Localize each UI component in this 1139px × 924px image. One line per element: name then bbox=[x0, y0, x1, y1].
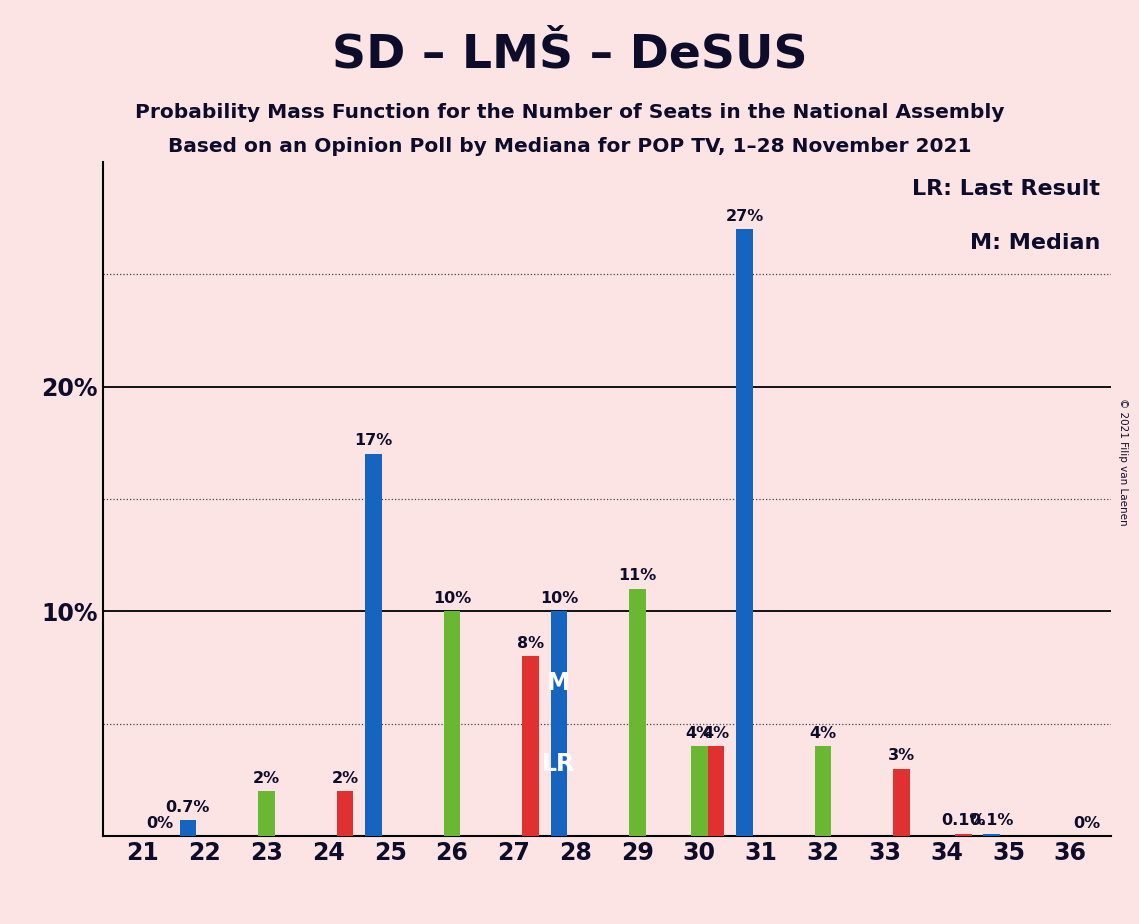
Text: 17%: 17% bbox=[354, 433, 393, 448]
Text: Probability Mass Function for the Number of Seats in the National Assembly: Probability Mass Function for the Number… bbox=[134, 103, 1005, 123]
Text: 4%: 4% bbox=[810, 725, 836, 741]
Bar bbox=[337, 791, 353, 836]
Text: SD – LMŠ – DeSUS: SD – LMŠ – DeSUS bbox=[331, 32, 808, 78]
Bar bbox=[691, 747, 707, 836]
Text: 0%: 0% bbox=[1073, 816, 1100, 831]
Text: 4%: 4% bbox=[686, 725, 713, 741]
Text: 11%: 11% bbox=[618, 568, 656, 583]
Text: 3%: 3% bbox=[888, 748, 915, 763]
Text: 0.1%: 0.1% bbox=[969, 813, 1014, 828]
Bar bbox=[550, 612, 567, 836]
Text: 4%: 4% bbox=[703, 725, 730, 741]
Text: M: M bbox=[547, 672, 571, 696]
Bar bbox=[814, 747, 831, 836]
Text: © 2021 Filip van Laenen: © 2021 Filip van Laenen bbox=[1118, 398, 1128, 526]
Bar bbox=[259, 791, 274, 836]
Text: 8%: 8% bbox=[517, 636, 544, 650]
Text: LR: LR bbox=[542, 752, 575, 776]
Bar bbox=[443, 612, 460, 836]
Text: 27%: 27% bbox=[726, 209, 763, 224]
Bar bbox=[364, 454, 382, 836]
Text: 2%: 2% bbox=[253, 771, 280, 785]
Text: 2%: 2% bbox=[331, 771, 359, 785]
Text: 0.7%: 0.7% bbox=[165, 800, 210, 815]
Bar bbox=[736, 229, 753, 836]
Bar bbox=[629, 589, 646, 836]
Bar bbox=[180, 821, 196, 836]
Bar bbox=[893, 769, 910, 836]
Bar bbox=[522, 656, 539, 836]
Bar bbox=[983, 834, 1000, 836]
Text: M: Median: M: Median bbox=[970, 233, 1100, 252]
Text: 0.1%: 0.1% bbox=[941, 813, 985, 828]
Text: Based on an Opinion Poll by Mediana for POP TV, 1–28 November 2021: Based on an Opinion Poll by Mediana for … bbox=[167, 137, 972, 156]
Bar bbox=[954, 834, 972, 836]
Bar bbox=[707, 747, 724, 836]
Text: 0%: 0% bbox=[146, 816, 173, 831]
Text: 10%: 10% bbox=[540, 590, 577, 606]
Text: LR: Last Result: LR: Last Result bbox=[912, 178, 1100, 199]
Text: 10%: 10% bbox=[433, 590, 472, 606]
